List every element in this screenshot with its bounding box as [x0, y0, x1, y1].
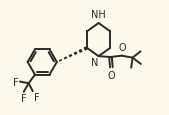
Text: NH: NH: [91, 10, 106, 20]
Text: F: F: [21, 93, 27, 103]
Text: O: O: [107, 70, 115, 80]
Text: F: F: [13, 77, 19, 87]
Text: F: F: [34, 92, 40, 102]
Text: N: N: [91, 58, 98, 68]
Text: O: O: [118, 43, 126, 53]
